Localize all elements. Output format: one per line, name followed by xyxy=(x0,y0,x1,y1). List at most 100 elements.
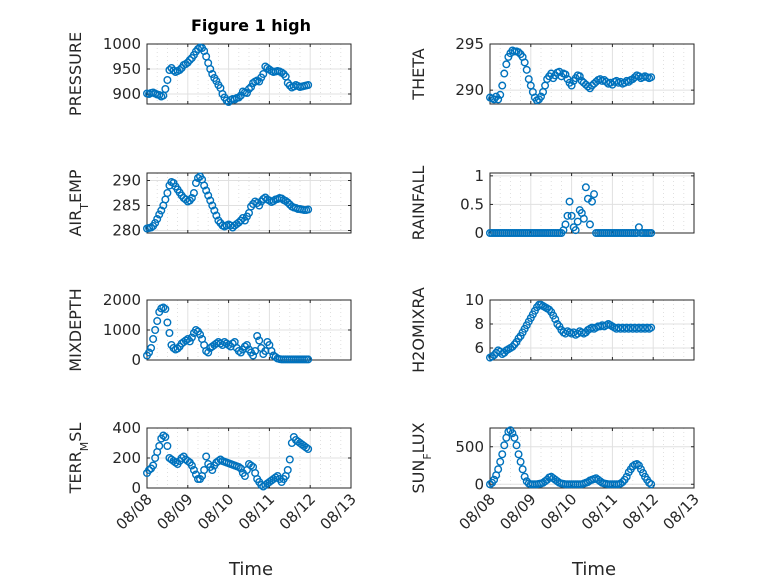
data-point xyxy=(302,443,311,452)
data-point xyxy=(171,458,180,467)
y-axis-label-subscript: M xyxy=(78,442,91,452)
y-axis-label: RAINFALL xyxy=(409,166,428,241)
axes-box xyxy=(489,43,695,105)
axes-box xyxy=(489,427,695,489)
data-point xyxy=(500,69,509,78)
series-markers xyxy=(486,46,656,105)
data-point xyxy=(161,305,170,314)
data-point xyxy=(561,70,570,79)
y-axis-label: MIXDEPTH xyxy=(66,288,85,371)
data-point xyxy=(228,339,237,348)
data-point xyxy=(283,466,292,475)
data-point xyxy=(583,478,592,487)
data-point xyxy=(647,73,656,82)
data-point xyxy=(208,69,217,78)
x-tick-label: 08/08 xyxy=(456,490,499,533)
data-point xyxy=(189,188,198,197)
x-tick-label: 08/11 xyxy=(578,490,621,533)
data-point xyxy=(208,201,217,210)
axes-box xyxy=(146,43,352,105)
data-point xyxy=(520,472,529,481)
data-point xyxy=(255,201,264,210)
data-point xyxy=(645,478,654,487)
axes-rainfall: 0 0.5 1 RAINFALL xyxy=(409,166,695,242)
data-point xyxy=(632,460,641,469)
data-point xyxy=(514,48,523,57)
data-point xyxy=(502,60,511,69)
data-point xyxy=(522,65,531,74)
data-point xyxy=(145,466,154,475)
data-point xyxy=(249,351,258,360)
data-point xyxy=(585,220,594,229)
data-point xyxy=(204,348,213,357)
data-point xyxy=(618,478,627,487)
data-point xyxy=(498,450,507,459)
axes-terr-msl: 08/0808/0908/1008/1108/1208/130200400TER… xyxy=(66,419,360,533)
y-axis-label: PRESSURE xyxy=(66,32,85,116)
data-point xyxy=(185,56,194,65)
data-point xyxy=(155,90,164,99)
y-axis-label-suffix: SL xyxy=(66,423,85,442)
y-axis-label-main: H2OMIXRA xyxy=(409,287,428,373)
data-point xyxy=(161,84,170,93)
axes-pressure: 900 950 1000 PRESSURE xyxy=(66,32,352,116)
y-tick-label: 295 xyxy=(455,35,484,53)
data-point xyxy=(490,475,499,484)
data-point xyxy=(234,93,243,102)
y-tick-label: 285 xyxy=(112,197,141,215)
x-tick-label: 08/09 xyxy=(496,490,539,533)
data-point xyxy=(242,88,251,97)
y-tick-label: 0 xyxy=(474,475,484,493)
y-tick-label: 900 xyxy=(112,85,141,103)
y-tick-label: 1 xyxy=(474,167,484,185)
axes-box xyxy=(146,172,352,234)
data-point xyxy=(304,355,313,364)
data-point xyxy=(153,214,162,223)
data-point xyxy=(191,326,200,335)
axes-box xyxy=(489,172,695,234)
data-point xyxy=(259,69,268,78)
y-tick-label: 290 xyxy=(112,172,141,190)
data-point xyxy=(147,344,156,353)
data-point xyxy=(175,65,184,74)
data-point xyxy=(271,473,280,482)
x-tick-label: 08/12 xyxy=(276,490,319,533)
y-axis-label-main: SUN xyxy=(409,460,428,494)
data-point xyxy=(183,457,192,466)
y-axis-label-main: MIXDEPTH xyxy=(66,288,85,371)
x-tick-label: 08/10 xyxy=(194,490,237,533)
y-axis-label: AIRTEMP xyxy=(66,169,91,236)
data-point xyxy=(151,218,160,227)
data-point xyxy=(304,205,313,214)
data-point xyxy=(189,466,198,475)
data-point xyxy=(163,75,172,84)
data-point xyxy=(622,472,631,481)
data-point xyxy=(590,190,599,199)
data-point xyxy=(149,461,158,470)
data-point xyxy=(157,206,166,215)
data-point xyxy=(193,173,202,182)
series-markers xyxy=(142,303,313,364)
data-point xyxy=(579,214,588,223)
y-tick-label: 400 xyxy=(112,419,141,437)
y-axis-label: TERRMSL xyxy=(66,423,91,495)
data-point xyxy=(567,81,576,90)
data-point xyxy=(163,188,172,197)
series-markers xyxy=(486,426,656,489)
data-point xyxy=(202,452,211,461)
axes-h2omixra: 6 8 10 H2OMIXRA xyxy=(409,287,695,373)
x-tick-label: 08/11 xyxy=(235,490,278,533)
data-point xyxy=(206,196,215,205)
data-point xyxy=(147,223,156,232)
data-point xyxy=(200,466,209,475)
data-point xyxy=(191,178,200,187)
data-point xyxy=(496,90,505,99)
data-point xyxy=(486,480,495,489)
data-point xyxy=(151,326,160,335)
y-axis-label-main: THETA xyxy=(409,48,428,100)
axes-box xyxy=(489,299,695,361)
data-point xyxy=(277,68,286,77)
y-axis-label-main: AIR xyxy=(66,210,85,237)
data-point xyxy=(520,58,529,67)
x-axis-label-left: Time xyxy=(228,559,273,580)
